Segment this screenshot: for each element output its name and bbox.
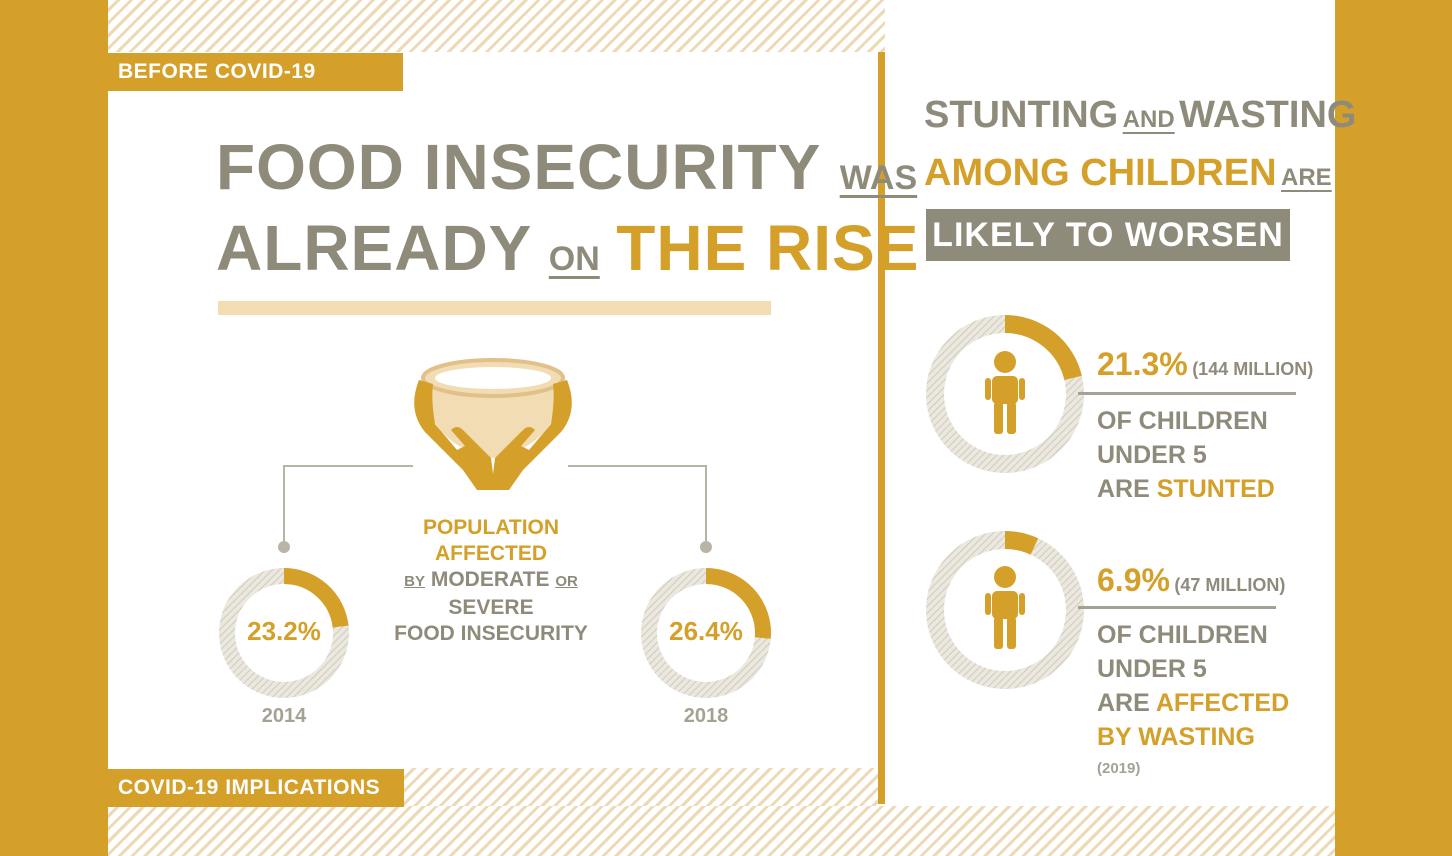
stunting-percent: 21.3% xyxy=(1097,346,1188,382)
bottom-stripes xyxy=(108,806,1335,856)
connector-right-v xyxy=(705,465,707,545)
title-underbar xyxy=(218,301,771,315)
title-line-2: ALREADY ON THE RISE xyxy=(216,211,919,285)
stunting-rule xyxy=(1078,392,1296,395)
title-on: ON xyxy=(548,240,600,278)
donut-2014-arc xyxy=(283,568,349,628)
population-line-2: BY MODERATE OR SEVERE xyxy=(404,568,578,619)
before-covid-tag: BEFORE COVID-19 xyxy=(108,53,403,91)
population-line-1: POPULATION AFFECTED xyxy=(422,516,560,565)
wasting-percent: 6.9% xyxy=(1097,562,1170,598)
child-icon-stunting xyxy=(985,351,1025,434)
wasting-stat: 6.9% (47 MILLION) xyxy=(1097,562,1285,599)
right-heading-line-2: AMONG CHILDREN ARE xyxy=(924,152,1332,194)
donut-2018-arc xyxy=(705,568,771,639)
donut-2014-value: 23.2% xyxy=(247,616,321,646)
wasting-donut-arc xyxy=(1004,531,1039,555)
stunting-donut xyxy=(926,315,1084,473)
donut-2018 xyxy=(641,568,771,698)
connector-right-h xyxy=(568,465,706,467)
center-divider xyxy=(878,52,885,804)
right-gold-border xyxy=(1335,0,1452,856)
title-food-insecurity: FOOD INSECURITY xyxy=(216,131,822,203)
population-caption: POPULATION AFFECTED BY MODERATE OR SEVER… xyxy=(368,515,614,647)
wasting-year: (2019) xyxy=(1097,760,1141,777)
donut-2014-year: 2014 xyxy=(261,705,307,727)
stunting-donut-arc xyxy=(1004,315,1082,381)
stunting-description: OF CHILDREN UNDER 5 ARE STUNTED xyxy=(1097,407,1275,503)
connector-right-dot xyxy=(700,541,712,553)
title-was: WAS xyxy=(839,159,918,197)
title-the-rise: THE RISE xyxy=(616,212,920,284)
connector-left-v xyxy=(283,465,285,545)
wasting-rule xyxy=(1078,606,1276,609)
left-gold-border xyxy=(0,0,108,856)
right-heading-line-1: STUNTING AND WASTING xyxy=(924,94,1357,136)
title-already: ALREADY xyxy=(216,212,533,284)
connector-left-dot xyxy=(278,541,290,553)
wasting-description: OF CHILDREN UNDER 5 ARE AFFECTED BY WAST… xyxy=(1097,621,1290,751)
wasting-donut xyxy=(926,531,1084,689)
donut-2018-value: 26.4% xyxy=(669,616,743,646)
population-line-3: FOOD INSECURITY xyxy=(394,622,588,645)
stunting-stat: 21.3% (144 MILLION) xyxy=(1097,346,1313,383)
implications-stripes xyxy=(404,768,878,806)
title-line-1: FOOD INSECURITY WAS xyxy=(216,130,917,204)
connector-left-h xyxy=(283,465,413,467)
donut-2014 xyxy=(219,568,349,698)
stunting-count: (144 MILLION) xyxy=(1192,359,1314,379)
donut-2018-year: 2018 xyxy=(683,705,729,727)
covid-implications-tag: COVID-19 IMPLICATIONS xyxy=(108,769,404,807)
bowl-hands-icon xyxy=(414,358,572,490)
child-icon-wasting xyxy=(985,566,1025,649)
likely-to-worsen-banner: LIKELY TO WORSEN xyxy=(926,209,1290,261)
wasting-count: (47 MILLION) xyxy=(1174,575,1286,595)
